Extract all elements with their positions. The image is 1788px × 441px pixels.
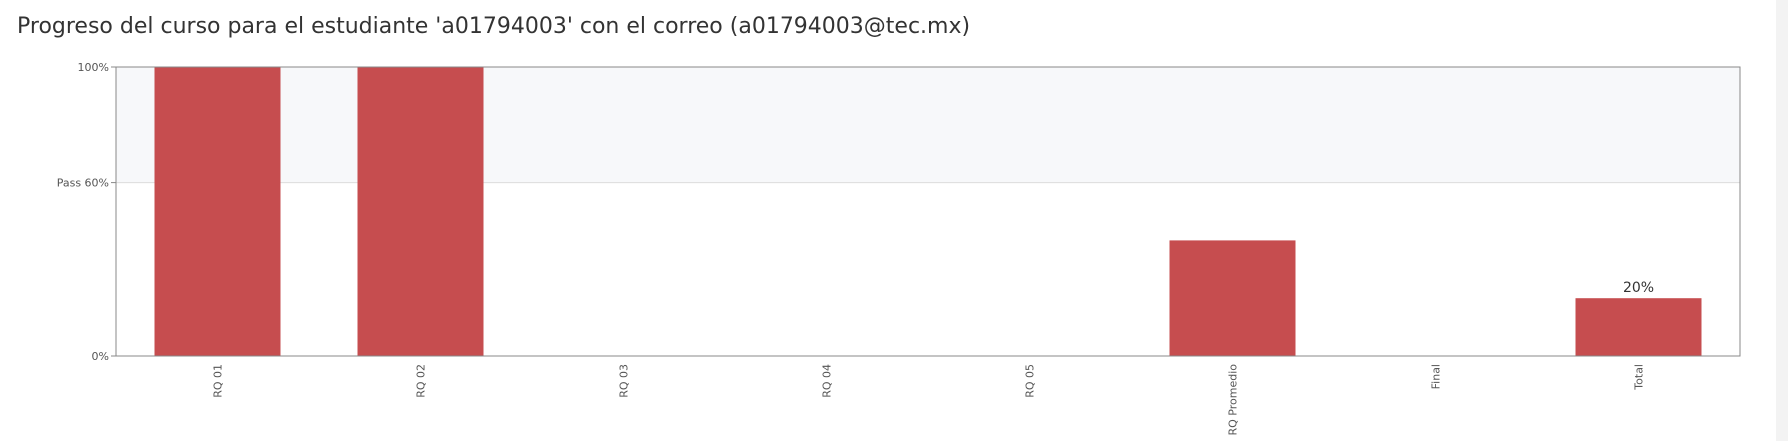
x-tick-label: RQ Promedio <box>1227 364 1240 436</box>
x-tick-label: RQ 04 <box>821 364 834 398</box>
bar-rq-promedio <box>1169 240 1296 356</box>
y-tick-label: Pass 60% <box>57 177 109 190</box>
page-title: Progreso del curso para el estudiante 'a… <box>17 14 971 39</box>
y-tick-label: 100% <box>78 61 109 74</box>
bar-rq-01 <box>154 67 281 356</box>
bar-total <box>1575 298 1702 356</box>
x-tick-label: RQ 01 <box>212 364 225 398</box>
y-tick-label: 0% <box>92 350 109 363</box>
data-label: 20% <box>1623 280 1654 296</box>
bar-rq-02 <box>357 67 484 356</box>
x-tick-label: RQ 02 <box>415 364 428 398</box>
x-tick-label: Final <box>1430 364 1443 389</box>
x-tick-label: RQ 03 <box>618 364 631 398</box>
x-tick-label: RQ 05 <box>1024 364 1037 398</box>
x-tick-label: Total <box>1633 364 1646 391</box>
plot-frame <box>115 66 1741 357</box>
vertical-scrollbar[interactable] <box>1776 0 1788 441</box>
